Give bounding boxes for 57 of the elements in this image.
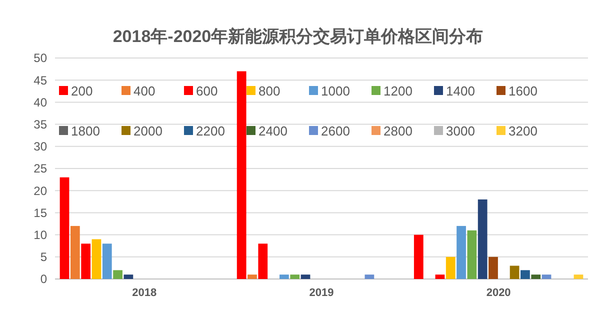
bar	[258, 244, 268, 279]
legend-label: 2400	[258, 124, 288, 139]
bar	[414, 234, 424, 279]
y-tick-label: 30	[34, 140, 48, 154]
bar	[60, 177, 70, 279]
bar	[542, 274, 552, 279]
legend-label: 200	[71, 84, 93, 99]
y-tick-label: 40	[34, 95, 48, 110]
chart-title: 2018年-2020年新能源积分交易订单价格区间分布	[112, 27, 484, 46]
bar	[446, 256, 456, 279]
legend-label: 3200	[508, 124, 538, 139]
legend-label: 1200	[384, 84, 412, 99]
bar	[456, 226, 466, 279]
bar	[248, 274, 257, 279]
legend-label: 2200	[196, 124, 225, 139]
legend-label: 1600	[508, 84, 538, 99]
legend-label: 2000	[134, 124, 162, 139]
bar	[290, 274, 300, 279]
bar	[300, 274, 310, 279]
y-tick-label: 20	[34, 184, 48, 198]
bar	[520, 270, 530, 279]
legend-label: 1800	[71, 124, 100, 139]
x-tick-label: 2019	[309, 287, 334, 299]
y-tick-label: 35	[34, 118, 48, 132]
legend-label: 600	[196, 84, 218, 99]
bar	[574, 274, 584, 279]
legend-label: 800	[258, 84, 280, 99]
bar	[92, 239, 102, 279]
x-tick-label: 2020	[486, 287, 511, 299]
y-tick-label: 25	[34, 162, 48, 176]
bar	[280, 274, 289, 279]
y-tick-label: 0	[40, 272, 48, 286]
legend-label: 400	[134, 84, 156, 99]
bar	[113, 270, 122, 279]
bar	[102, 244, 112, 279]
bar	[70, 226, 80, 279]
bar	[467, 230, 477, 279]
legend-label: 2800	[384, 124, 412, 139]
y-tick-label: 15	[34, 206, 48, 220]
y-tick-label: 10	[34, 228, 48, 242]
x-tick-label: 2018	[132, 287, 157, 299]
legend-label: 1400	[446, 84, 475, 99]
legend-label: 3000	[446, 124, 475, 139]
bar	[488, 256, 498, 279]
bar	[531, 274, 541, 279]
legend-label: 1000	[321, 84, 350, 99]
bar	[124, 274, 134, 279]
y-tick-label: 50	[34, 51, 48, 66]
y-tick-label: 45	[34, 73, 48, 88]
y-tick-label: 5	[40, 250, 48, 264]
bar	[236, 71, 246, 279]
legend-label: 2600	[321, 124, 350, 139]
bar	[81, 244, 91, 279]
bar	[478, 199, 488, 279]
bar	[510, 266, 520, 279]
bar	[435, 274, 445, 279]
bar	[364, 274, 374, 279]
